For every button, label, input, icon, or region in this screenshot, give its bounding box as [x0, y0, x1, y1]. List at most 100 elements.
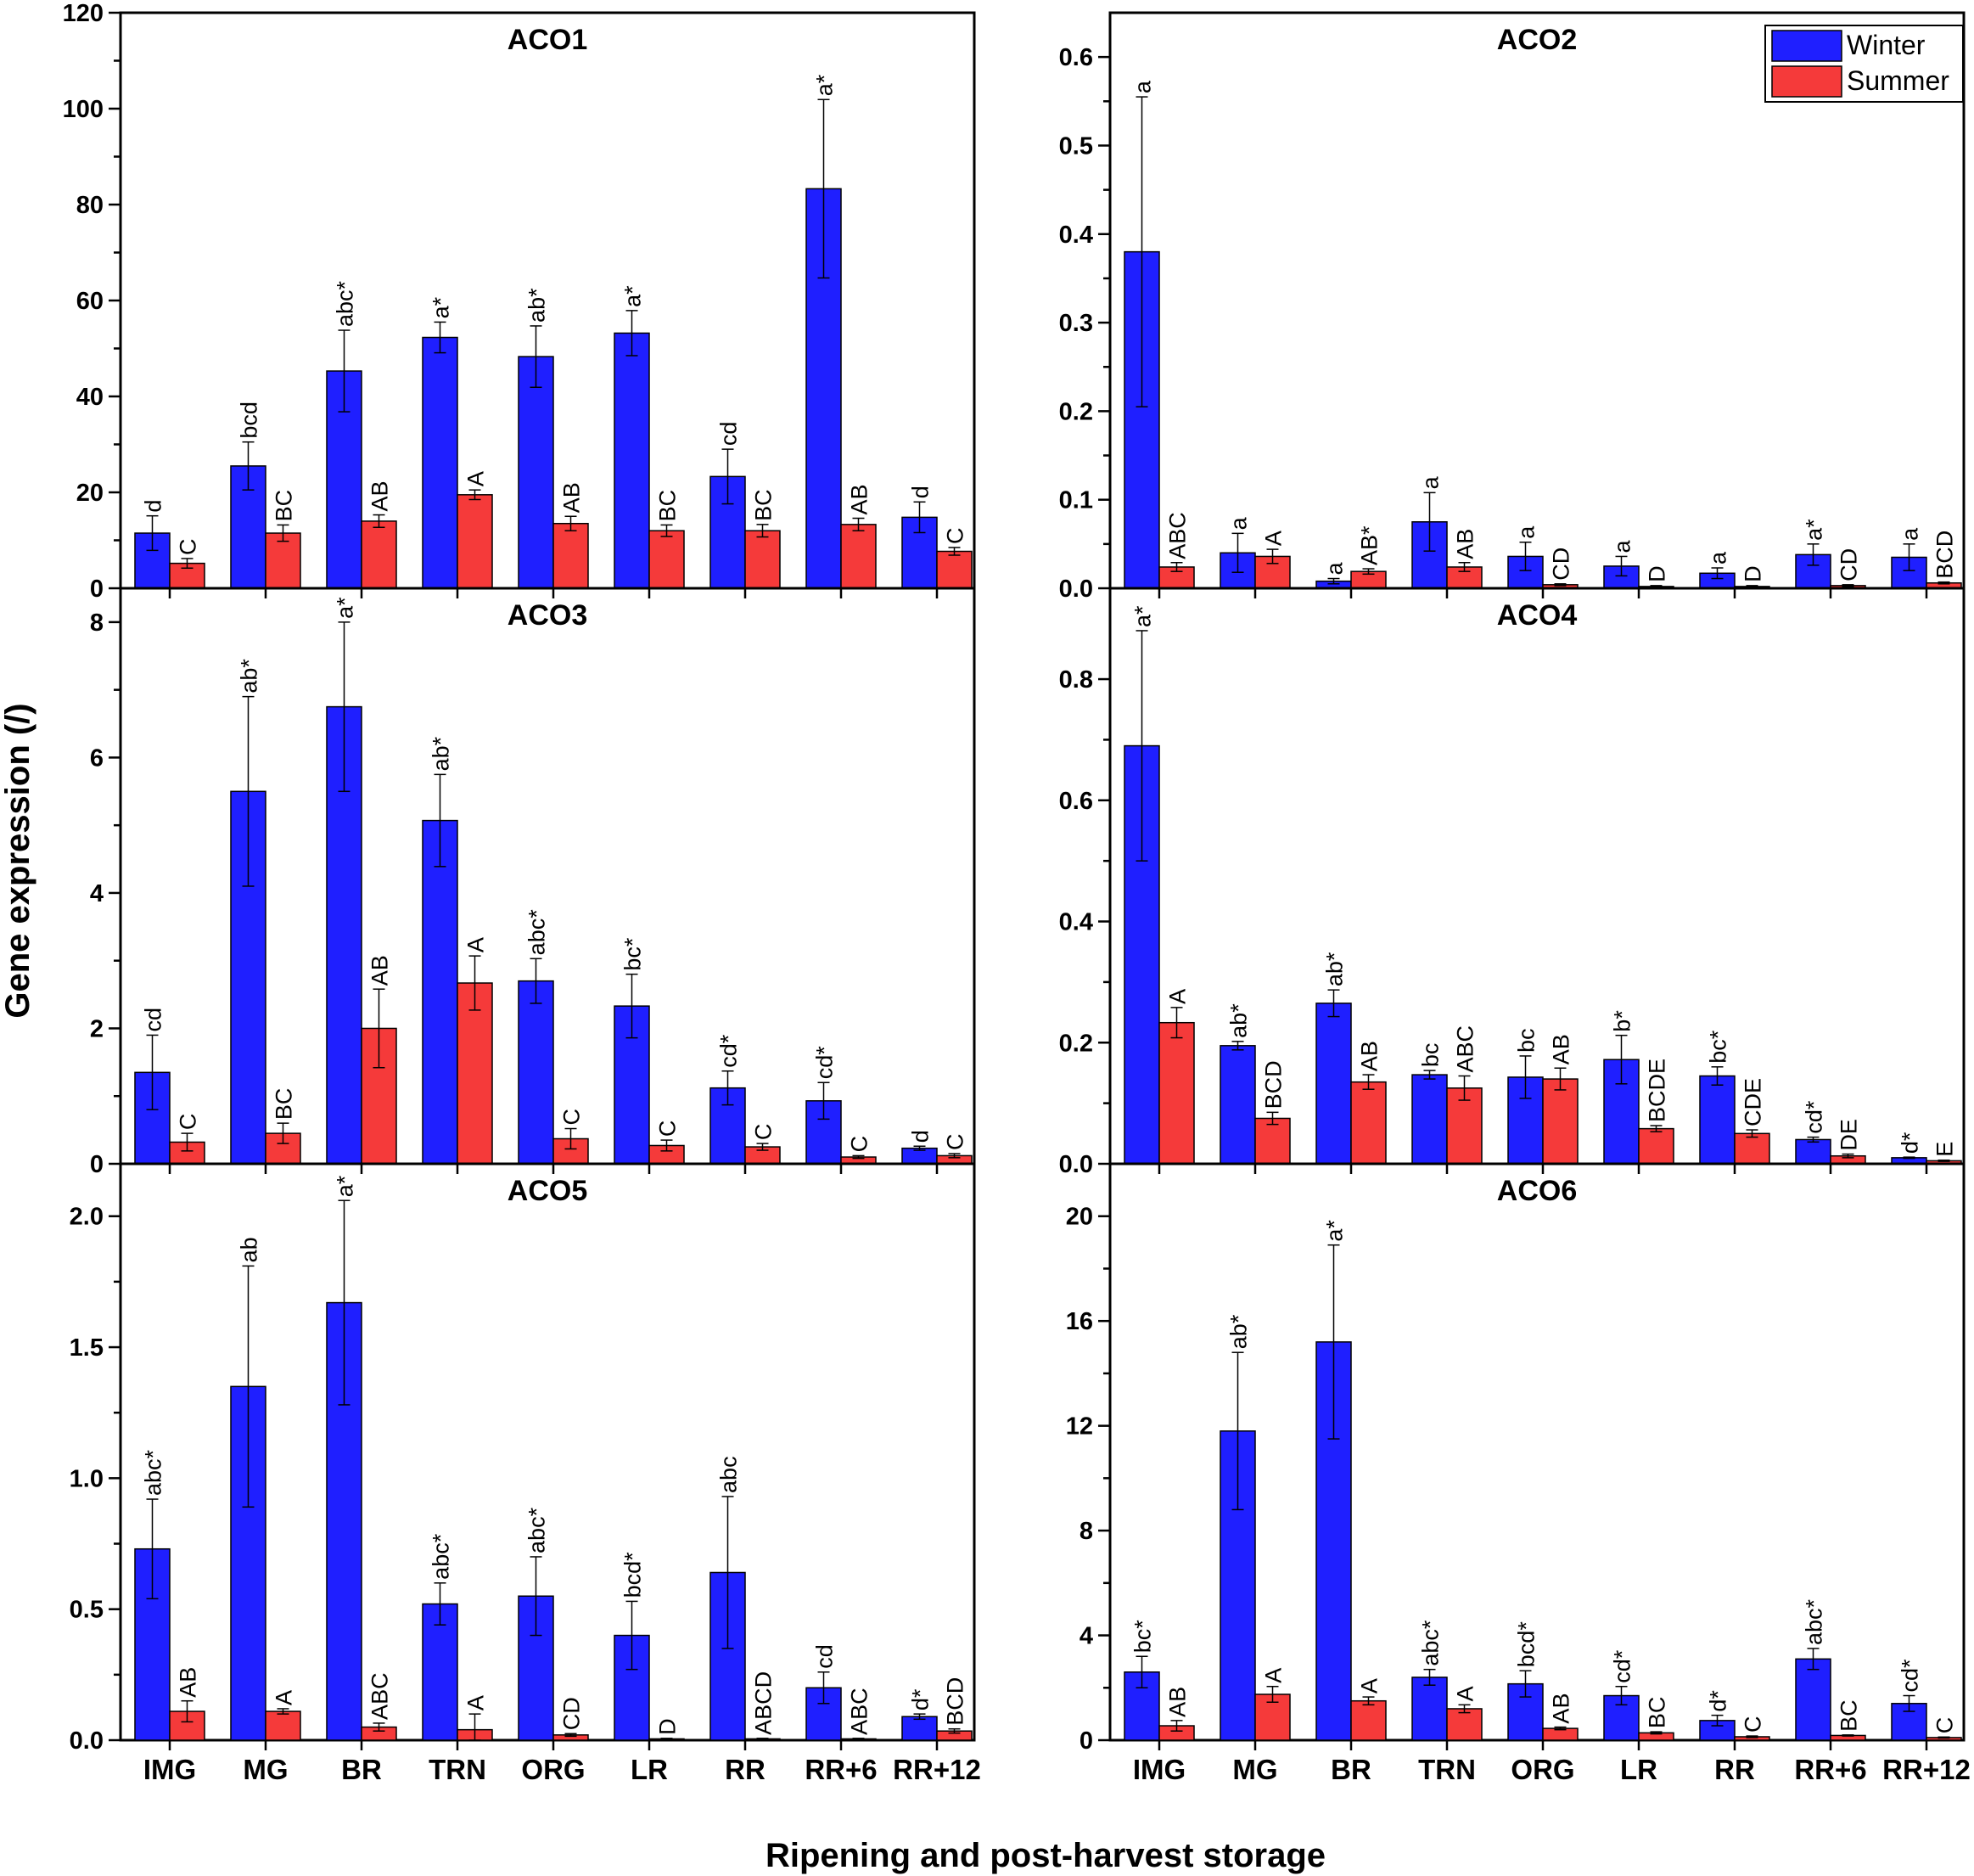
significance-label-summer-rr+6: BC [1837, 1699, 1862, 1732]
x-tick-label-lr: LR [1620, 1754, 1657, 1785]
bar-summer-mg [1254, 1117, 1291, 1165]
bar-winter-lr [614, 332, 650, 589]
significance-label-summer-rr+12: E [1932, 1142, 1958, 1157]
significance-label-summer-br: AB [1357, 1041, 1382, 1071]
significance-label-winter-rr+12: a [1898, 527, 1923, 541]
bar-winter-trn [1411, 1677, 1448, 1741]
x-tick-label-org: ORG [1511, 1754, 1574, 1785]
bar-winter-trn [422, 819, 458, 1165]
significance-label-summer-mg: A [1261, 531, 1287, 546]
bar-winter-trn [422, 336, 458, 589]
bar-summer-img [1158, 566, 1195, 589]
y-tick-label: 4 [90, 880, 104, 907]
significance-label-winter-rr+12: d* [1898, 1132, 1923, 1154]
significance-label-winter-mg: ab* [1226, 1003, 1252, 1038]
significance-label-summer-org: AB [1549, 1693, 1574, 1724]
x-tick-label-rr+12: RR+12 [893, 1754, 981, 1785]
y-tick-label: 0.4 [1059, 909, 1093, 936]
significance-label-summer-mg: A [272, 1690, 297, 1705]
significance-label-winter-rr+12: d [908, 486, 934, 498]
significance-label-winter-img: a [1130, 80, 1156, 93]
bar-winter-org [518, 356, 554, 589]
significance-label-winter-lr: a [1610, 539, 1635, 553]
y-tick-label: 6 [90, 744, 104, 772]
significance-label-winter-rr: cd* [716, 1034, 742, 1068]
significance-label-winter-rr: abc [716, 1456, 742, 1493]
significance-label-summer-lr: D [655, 1718, 681, 1735]
y-tick-label: 0.2 [1059, 398, 1093, 425]
significance-label-winter-rr: a [1706, 551, 1731, 564]
significance-label-winter-trn: abc* [429, 1533, 454, 1580]
significance-label-summer-lr: BCDE [1645, 1059, 1670, 1122]
bar-summer-lr [1638, 1127, 1674, 1165]
significance-label-summer-rr+6: DE [1837, 1119, 1862, 1151]
x-tick-label-img: IMG [143, 1754, 196, 1785]
significance-label-winter-lr: bc* [620, 937, 646, 971]
y-tick-label: 2 [90, 1015, 104, 1042]
panel-aco2: 0.0 0.1 0.2 0.3 0.4 0.5 0.6 ACO2 a a a a a a a a* a ABC A A… [1059, 11, 1966, 603]
significance-label-winter-trn: ab* [429, 736, 454, 771]
x-tick-label-org: ORG [521, 1754, 585, 1785]
significance-label-winter-rr+12: d [908, 1130, 934, 1143]
significance-label-winter-rr+12: d* [908, 1688, 934, 1710]
legend: Winter Summer [1764, 25, 1964, 103]
significance-label-winter-img: cd [141, 1008, 166, 1032]
significance-label-winter-rr: cd [716, 422, 742, 447]
y-tick-label: 0.6 [1059, 788, 1093, 815]
significance-label-winter-trn: a [1418, 475, 1444, 489]
bar-winter-mg [1220, 1045, 1256, 1165]
significance-label-winter-mg: ab* [1226, 1314, 1252, 1349]
significance-label-summer-rr+12: C [1932, 1717, 1958, 1734]
bar-winter-rr [1699, 1075, 1736, 1165]
bar-summer-trn [1446, 1087, 1483, 1165]
panel-aco6: 0 4 8 12 16 20 IMG MG BR TRN ORG LR RR RR+6 RR+12 ACO6 b… [1066, 1162, 1971, 1785]
significance-label-winter-lr: a* [620, 285, 646, 307]
y-tick-label: 40 [76, 384, 104, 411]
significance-label-winter-rr: bc* [1706, 1030, 1731, 1064]
x-tick-label-mg: MG [243, 1754, 288, 1785]
bar-winter-br [1315, 1003, 1352, 1165]
bar-summer-rr+12 [936, 550, 973, 589]
y-tick-label: 2.0 [70, 1204, 104, 1231]
significance-label-summer-mg: A [1261, 1668, 1287, 1683]
significance-label-summer-org: CD [559, 1697, 585, 1730]
significance-label-summer-rr+6: AB [847, 484, 872, 514]
significance-label-summer-br: AB [367, 481, 393, 512]
y-tick-label: 120 [63, 0, 104, 27]
significance-label-winter-lr: b* [1610, 1010, 1635, 1032]
bar-summer-trn [457, 982, 493, 1165]
significance-label-summer-img: A [1165, 989, 1191, 1004]
significance-label-winter-mg: a [1226, 516, 1252, 530]
bar-summer-org [552, 522, 589, 589]
significance-label-winter-br: abc* [333, 280, 358, 327]
x-tick-label-br: BR [341, 1754, 382, 1785]
bar-summer-rr [744, 530, 781, 589]
significance-label-summer-lr: BC [1645, 1697, 1670, 1729]
x-tick-label-img: IMG [1133, 1754, 1186, 1785]
significance-label-summer-trn: AB [1453, 529, 1478, 559]
significance-label-winter-img: abc* [141, 1450, 166, 1497]
significance-label-winter-rr: d* [1706, 1690, 1731, 1712]
panel-title: ACO6 [1497, 1175, 1577, 1207]
y-tick-label: 60 [76, 288, 104, 315]
significance-label-winter-mg: ab* [237, 659, 262, 694]
panel-title: ACO3 [508, 599, 587, 632]
significance-label-summer-org: CD [1549, 548, 1574, 581]
bar-summer-br [361, 520, 397, 589]
y-tick-label: 4 [1080, 1623, 1093, 1650]
significance-label-winter-lr: cd* [1610, 1649, 1635, 1683]
significance-label-summer-rr: C [751, 1124, 777, 1141]
panel-title: ACO2 [1497, 24, 1577, 56]
significance-label-winter-rr+12: cd* [1898, 1659, 1923, 1693]
y-tick-label: 20 [76, 480, 104, 507]
significance-label-winter-img: d [141, 500, 166, 513]
significance-label-winter-br: a* [333, 1175, 358, 1197]
significance-label-winter-br: a* [333, 597, 358, 619]
x-tick-label-trn: TRN [429, 1754, 486, 1785]
bar-summer-br [1350, 1081, 1387, 1165]
significance-label-summer-trn: ABC [1453, 1025, 1478, 1073]
x-tick-label-br: BR [1331, 1754, 1371, 1785]
significance-label-summer-lr: D [1645, 565, 1670, 582]
